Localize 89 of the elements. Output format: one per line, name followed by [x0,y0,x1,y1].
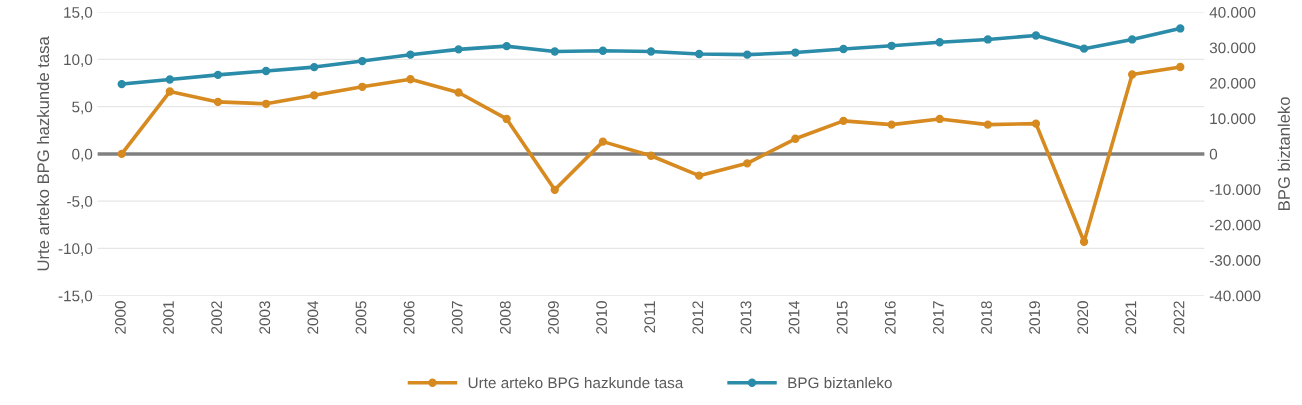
point [646,47,656,56]
x-tick-label: 2013 [740,301,752,334]
point [1176,24,1185,33]
point [839,116,848,125]
point [935,114,944,124]
point [694,49,704,59]
x-tick-label: 2018 [981,301,992,334]
point [1128,70,1137,79]
point [1079,44,1089,53]
y2-tick-label: 20.000 [1209,77,1256,89]
x-tick-label: 2017 [932,301,944,334]
y-axis-title: Urte arteko BPG hazkunde tasa [36,36,50,271]
point [1031,119,1041,128]
point [1128,35,1137,44]
point [502,114,511,124]
y2-tick-label: 30.000 [1209,42,1256,54]
y-tick-label: 5,0 [72,101,93,115]
point [117,149,126,159]
y-tick-label: 0,0 [72,148,93,162]
point [502,42,511,51]
x-tick-label: 2016 [884,301,896,334]
point [165,75,174,84]
point [550,47,559,56]
y2-tick-label: 40.000 [1209,7,1256,18]
point [358,82,367,91]
point [454,88,463,97]
point [261,99,271,108]
x-tick-label: 2021 [1125,301,1137,334]
point [694,171,704,180]
point [358,56,367,66]
point [165,87,174,96]
point [646,151,656,160]
x-tick-label: 2001 [163,301,174,334]
x-tick-label: 2006 [403,301,415,334]
x-tick-label: 2015 [836,301,848,334]
point [743,50,752,59]
x-tick-label: 2008 [499,301,511,334]
x-tick-label: 2003 [259,301,271,334]
point [406,75,415,84]
x-tick-label: 2000 [114,301,126,334]
point [1079,237,1089,246]
x-tick-label: 2005 [355,301,367,334]
y-tick-label: 15,0 [64,7,93,20]
x-tick-label: 2011 [644,301,656,333]
y2-axis-title: BPG biztanleko [1277,97,1290,210]
point [550,185,559,194]
x-tick-label: 2020 [1077,301,1089,334]
x-tick-label: 2022 [1173,301,1185,334]
y2-tick-label: 10.000 [1210,113,1256,125]
point [983,120,992,129]
point [791,134,800,143]
point [983,35,992,44]
y2-tick-label: -20.000 [1209,219,1261,231]
x-tick-label: 2007 [451,301,463,334]
legend-label: BPG biztanleko [788,377,892,389]
x-tick-label: 2009 [548,301,559,334]
point [887,120,896,129]
point [935,38,944,47]
point [1176,62,1185,72]
point [310,62,319,72]
point [454,45,463,54]
point [213,97,223,107]
y-tick-label: -5,0 [67,196,93,209]
point [887,41,896,50]
point [261,66,271,76]
y2-tick-label: -40.000 [1209,290,1261,302]
x-tick-label: 2014 [788,300,800,334]
y-tick-label: -10,0 [58,243,93,256]
point [213,70,223,80]
y2-tick-label: 0 [1209,148,1218,160]
x-tick-label: 2004 [307,300,319,334]
point [1031,31,1041,40]
y-tick-label: -15,0 [58,290,93,304]
x-tick-label: 2010 [596,301,607,334]
point [310,91,319,100]
point [117,79,126,89]
point [743,159,752,168]
x-tick-label: 2002 [211,301,223,334]
point [839,44,848,54]
point [791,48,800,57]
x-tick-label: 2012 [692,301,704,334]
y2-tick-label: -10.000 [1209,184,1261,196]
y2-tick-label: -30.000 [1209,255,1261,266]
y-tick-label: 10,0 [64,54,93,67]
x-tick-label: 2019 [1029,301,1041,334]
point [598,46,608,55]
point [598,137,608,146]
point [406,50,415,59]
legend-label: Urte arteko BPG hazkunde tasa [468,377,684,389]
